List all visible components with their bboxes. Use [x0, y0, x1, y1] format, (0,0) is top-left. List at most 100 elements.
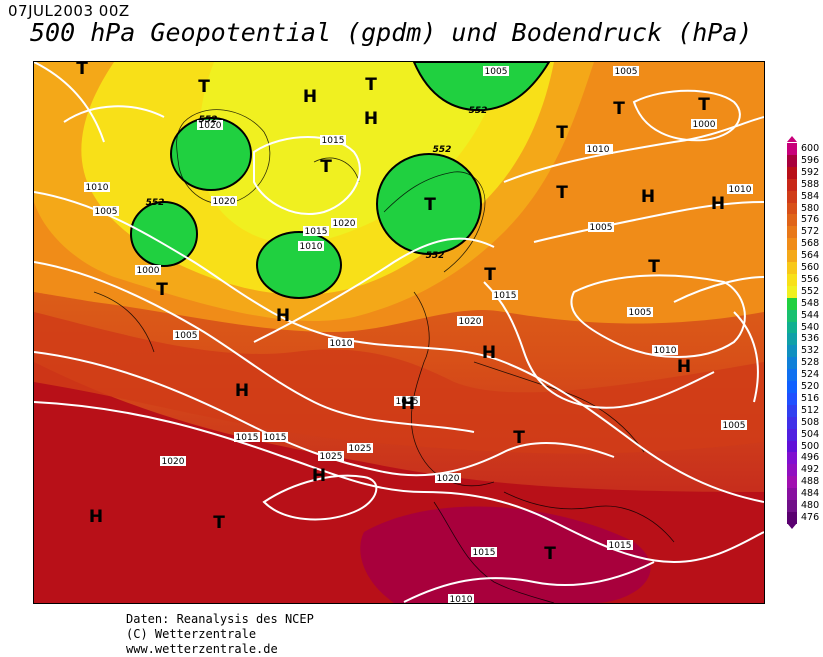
isobar-label-box: [483, 66, 509, 76]
isobar-label: 1005: [93, 206, 119, 217]
isobar-label: 1020: [160, 456, 186, 467]
legend-swatch: [787, 511, 797, 524]
legend-value: 600: [801, 143, 820, 154]
legend-value: 580: [801, 202, 820, 214]
isobar-label: 1005: [173, 330, 199, 341]
legend-value: 596: [801, 154, 820, 166]
isobar-label: 1000: [691, 119, 717, 130]
high-pressure-marker: H: [364, 109, 378, 129]
isobar-label-box: [160, 456, 186, 466]
contour-label: 552: [433, 145, 452, 155]
high-pressure-marker: H: [303, 87, 317, 107]
legend-value: 548: [801, 297, 820, 309]
isobar-label-text: 1010: [654, 346, 677, 356]
low-pressure-marker: T: [213, 513, 225, 533]
legend-value: 540: [801, 321, 820, 333]
isobar-label-text: 1010: [300, 242, 323, 252]
legend-swatch: [787, 381, 797, 393]
isobar-label: 1015: [303, 226, 329, 237]
legend-value: 524: [801, 369, 820, 381]
isobar-label-box: [303, 226, 329, 236]
legend-row: 512: [787, 404, 823, 417]
isobar-label-text: 1015: [609, 541, 632, 551]
legend-swatch: [787, 285, 797, 298]
legend-swatch: [787, 500, 797, 512]
isobar-label-text: 1025: [396, 397, 419, 407]
low-pressure-marker: T: [698, 95, 710, 115]
low-pressure-marker: T: [156, 280, 168, 300]
low-pressure-marker: T: [556, 123, 568, 143]
low-pressure-marker: T: [320, 157, 332, 177]
isobar-label-box: [448, 594, 474, 603]
isobar-label-box: [457, 316, 483, 326]
contour-label: 552: [146, 198, 165, 208]
isobar-label-text: 1025: [349, 444, 372, 454]
legend-value: 492: [801, 464, 820, 476]
credit-source: Daten: Reanalysis des NCEP: [126, 612, 314, 626]
isobar-label-box: [435, 473, 461, 483]
isobar-label: 1020: [457, 316, 483, 327]
legend-swatch: [787, 452, 797, 465]
contour-label: 552: [469, 106, 488, 116]
isobar-label-box: [197, 120, 223, 130]
legend-row: 476: [787, 511, 823, 524]
low-pressure-marker: T: [424, 195, 436, 215]
legend-swatch: [787, 238, 797, 251]
high-pressure-marker: H: [401, 394, 415, 414]
legend-row: 492: [787, 464, 823, 477]
legend-row: 520: [787, 381, 823, 393]
legend-swatch: [787, 166, 797, 179]
legend-value: 488: [801, 476, 820, 488]
legend-row: 516: [787, 392, 823, 405]
legend-row: 584: [787, 190, 823, 203]
isobar-label-text: 1010: [450, 595, 473, 603]
legend-swatch: [787, 476, 797, 489]
legend-value: 560: [801, 262, 820, 273]
low-pressure-marker: T: [556, 183, 568, 203]
legend-swatch: [787, 321, 797, 334]
high-pressure-marker: H: [312, 466, 326, 486]
legend-value: 504: [801, 428, 820, 440]
legend-value: 476: [801, 511, 820, 523]
isobar-label: 1015: [320, 135, 346, 146]
isobar-label: 1025: [347, 443, 373, 454]
legend-row: 560: [787, 262, 823, 274]
isobar-label-box: [691, 119, 717, 129]
legend-swatch: [787, 250, 797, 263]
date-label: 07JUL2003 00Z: [8, 2, 130, 20]
coastlines: [93, 109, 675, 603]
high-pressure-marker: H: [641, 187, 655, 207]
isobar-label-box: [727, 184, 753, 194]
red-orange-zone: [34, 312, 764, 454]
isobar-label-box: [471, 547, 497, 557]
legend-swatch: [787, 416, 797, 429]
legend-swatch: [787, 190, 797, 203]
legend-swatch: [787, 143, 797, 155]
legend-bottom-arrow: [787, 523, 797, 529]
legend-swatch: [787, 297, 797, 310]
isobar-label-text: 1015: [473, 548, 496, 558]
isobar-label-text: 1015: [264, 433, 287, 443]
legend-value: 496: [801, 452, 820, 464]
isobar-label: 1010: [448, 594, 474, 603]
isobar-label: 1005: [613, 66, 639, 77]
isobar-label: 1005: [627, 307, 653, 318]
green-low-scandinavia: [376, 153, 482, 255]
low-pressure-marker: T: [613, 99, 625, 119]
isobar-label-box: [331, 218, 357, 228]
legend-value: 536: [801, 333, 820, 345]
isobar-label-box: [627, 307, 653, 317]
legend-value: 544: [801, 309, 820, 321]
isobar-label-box: [721, 420, 747, 430]
color-legend: 600 596 592 588 584 580 576 572 568 564 560 556 552 5…: [787, 136, 823, 531]
isobar-label-text: 1010: [729, 185, 752, 195]
isobar-label-box: [347, 443, 373, 453]
legend-row: 576: [787, 214, 823, 227]
isobar-label: 1020: [211, 196, 237, 207]
legend-swatch: [787, 440, 797, 453]
isobar-label-box: [84, 182, 110, 192]
isobar-label: 1005: [483, 66, 509, 77]
isobar-label-box: [234, 432, 260, 442]
legend-value: 516: [801, 392, 820, 404]
